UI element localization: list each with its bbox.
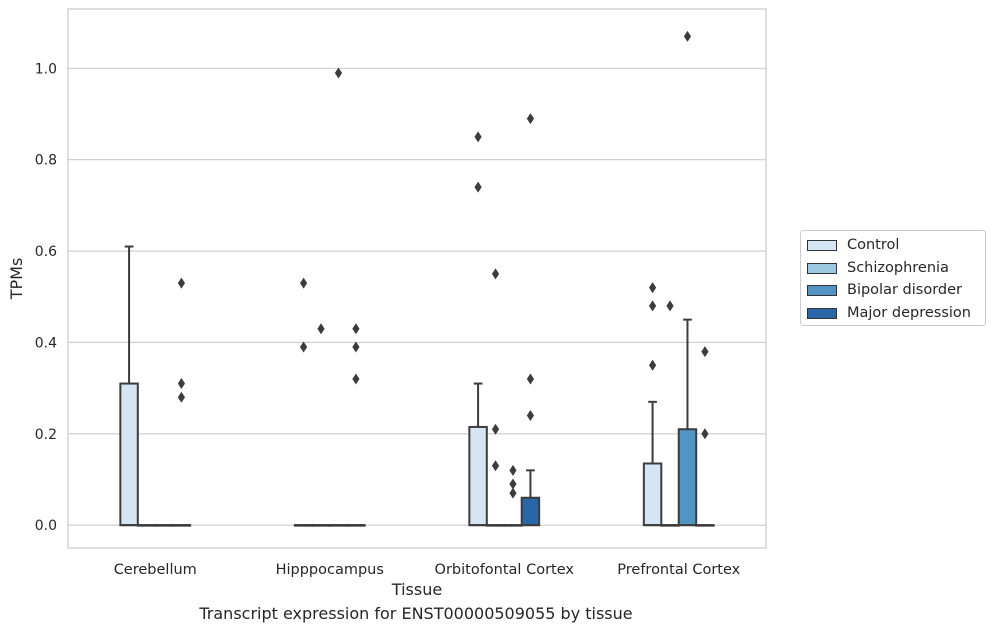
legend-swatch-bipolar-disorder xyxy=(807,284,837,296)
y-tick-label: 0.8 xyxy=(35,153,57,169)
outlier-point xyxy=(299,341,308,353)
outlier-point xyxy=(683,30,692,42)
outlier-point xyxy=(352,341,360,353)
box xyxy=(520,496,541,527)
outlier-point xyxy=(177,378,186,390)
box xyxy=(642,462,663,527)
y-tick-label: 0.4 xyxy=(35,335,57,351)
box-schizophrenia xyxy=(136,524,157,527)
box-bipolar-disorder xyxy=(677,30,698,527)
outlier-point xyxy=(317,323,325,335)
outlier-point xyxy=(701,346,709,358)
box-schizophrenia xyxy=(485,268,506,527)
box-major-depression xyxy=(695,346,715,527)
outlier-point xyxy=(648,359,657,371)
legend-label-bipolar-disorder: Bipolar disorder xyxy=(847,282,962,298)
box-bipolar-disorder xyxy=(328,67,349,527)
y-tick-label: 0.2 xyxy=(35,427,57,443)
outlier-point xyxy=(474,181,482,193)
y-tick-label: 0.0 xyxy=(35,518,57,534)
legend-swatch-control xyxy=(807,239,837,251)
y-tick-label: 0.6 xyxy=(35,244,57,260)
legend-label-major-depression: Major depression xyxy=(847,305,971,321)
box xyxy=(468,425,488,527)
legend-item-bipolar-disorder: Bipolar disorder xyxy=(807,280,962,300)
box-major-depression xyxy=(346,323,366,527)
box-major-depression xyxy=(171,277,192,527)
outlier-point xyxy=(701,428,709,440)
outlier-point xyxy=(509,487,517,499)
boxes xyxy=(119,30,715,527)
x-tick-label: Hipppocampus xyxy=(276,562,384,578)
y-axis-ticks: 0.0 0.2 0.4 0.6 0.8 1.0 xyxy=(35,61,57,534)
outlier-point xyxy=(666,300,674,312)
outlier-point xyxy=(474,131,482,143)
outlier-point xyxy=(509,464,517,476)
box-control xyxy=(642,282,663,527)
box-control xyxy=(119,245,139,527)
box-control xyxy=(293,277,314,527)
box-major-depression xyxy=(520,113,541,527)
legend-item-control: Control xyxy=(807,235,899,255)
outlier-point xyxy=(491,460,500,472)
outlier-point xyxy=(648,282,657,294)
outlier-point xyxy=(509,478,517,490)
outlier-point xyxy=(526,373,535,385)
outlier-point xyxy=(491,268,500,280)
legend-label-control: Control xyxy=(847,237,900,253)
x-axis-label: Tissue xyxy=(391,580,442,599)
box xyxy=(119,382,139,527)
outlier-point xyxy=(299,277,308,289)
box-bipolar-disorder xyxy=(503,464,523,527)
box-schizophrenia xyxy=(660,300,680,527)
outlier-point xyxy=(491,423,500,435)
legend: Control Schizophrenia Bipolar disorder M… xyxy=(800,230,986,326)
gridlines xyxy=(68,67,766,526)
outlier-point xyxy=(334,67,343,79)
x-tick-label: Prefrontal Cortex xyxy=(617,562,740,578)
chart-caption: Transcript expression for ENST0000050905… xyxy=(199,604,633,623)
outlier-point xyxy=(526,113,535,125)
x-axis-ticks: Cerebellum Hipppocampus Orbitofontal Corte… xyxy=(114,562,741,578)
legend-swatch-schizophrenia xyxy=(807,262,837,274)
x-tick-label: Orbitofontal Cortex xyxy=(435,562,575,578)
box-bipolar-disorder xyxy=(154,524,174,527)
outlier-point xyxy=(177,391,186,403)
legend-item-major-depression: Major depression xyxy=(807,303,971,323)
box-control xyxy=(468,131,488,527)
y-axis-label: TPMs xyxy=(7,258,26,301)
box-schizophrenia xyxy=(311,323,331,527)
outlier-point xyxy=(177,277,186,289)
legend-label-schizophrenia: Schizophrenia xyxy=(847,260,949,276)
legend-item-schizophrenia: Schizophrenia xyxy=(807,258,949,278)
x-tick-label: Cerebellum xyxy=(114,562,197,578)
outlier-point xyxy=(352,323,360,335)
box xyxy=(677,428,698,527)
outlier-point xyxy=(526,410,535,422)
y-tick-label: 1.0 xyxy=(35,61,57,77)
outlier-point xyxy=(352,373,360,385)
plot-area xyxy=(67,8,767,549)
outlier-point xyxy=(648,300,657,312)
legend-swatch-major-depression xyxy=(807,307,837,319)
